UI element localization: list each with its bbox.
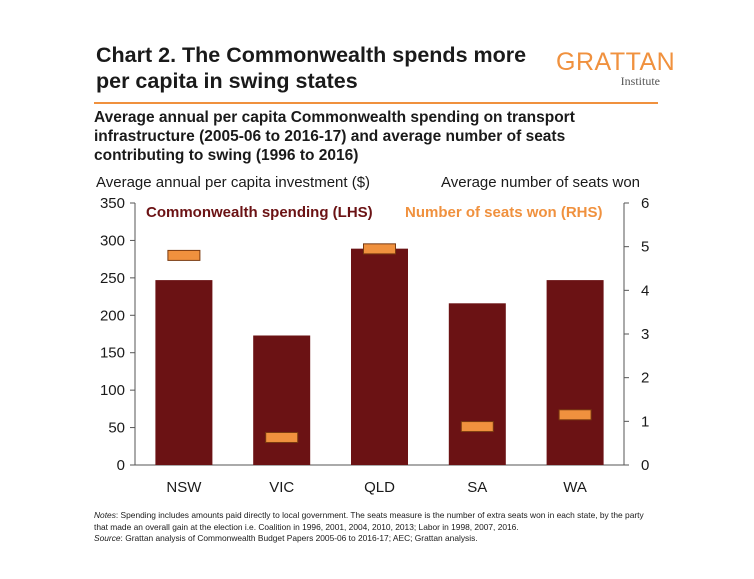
seat-marker-qld xyxy=(363,243,396,255)
right-tick-label: 3 xyxy=(641,326,649,343)
left-axis-title: Average annual per capita investment ($) xyxy=(96,174,371,191)
bar-nsw xyxy=(155,280,213,465)
left-tick-label: 350 xyxy=(100,195,125,212)
right-tick-label: 5 xyxy=(641,239,649,256)
chart-notes: Notes: Spending includes amounts paid di… xyxy=(94,510,654,545)
chart-subtitle: Average annual per capita Commonwealth s… xyxy=(94,109,575,164)
logo-subtext: Institute xyxy=(620,74,660,88)
source-label: Source xyxy=(94,533,121,543)
right-tick-label: 6 xyxy=(641,195,649,212)
x-tick-label: QLD xyxy=(364,479,395,496)
legend-spending: Commonwealth spending (LHS) xyxy=(146,204,373,221)
x-tick-label: SA xyxy=(467,479,487,496)
legend-seats: Number of seats won (RHS) xyxy=(405,204,603,221)
left-tick-label: 0 xyxy=(117,457,125,474)
chart-title: Chart 2. The Commonwealth spends more pe… xyxy=(96,43,527,93)
x-tick-label: WA xyxy=(563,479,587,496)
logo-wordmark: GRATTAN xyxy=(556,48,676,76)
seat-marker-vic xyxy=(265,431,299,443)
grattan-logo: GRATTAN Institute xyxy=(556,48,676,88)
right-tick-label: 0 xyxy=(641,457,649,474)
bar-vic xyxy=(253,335,311,465)
notes-text: : Spending includes amounts paid directl… xyxy=(94,510,644,532)
seat-marker-sa xyxy=(460,421,494,433)
seat-marker-wa xyxy=(558,409,592,421)
left-tick-label: 300 xyxy=(100,232,125,249)
x-tick-label: NSW xyxy=(166,479,202,496)
left-tick-label: 100 xyxy=(100,382,125,399)
seat-marker-nsw xyxy=(167,249,201,261)
right-tick-label: 2 xyxy=(641,370,649,387)
title-divider xyxy=(94,102,658,104)
right-axis-title: Average number of seats won xyxy=(441,174,641,191)
x-tick-label: VIC xyxy=(269,479,294,496)
right-tick-label: 4 xyxy=(641,282,649,299)
right-tick-label: 1 xyxy=(641,413,649,430)
bar-qld xyxy=(351,248,408,465)
notes-label: Notes xyxy=(94,510,116,520)
left-tick-label: 200 xyxy=(100,307,125,324)
bar-sa xyxy=(448,303,506,465)
source-text: : Grattan analysis of Commonwealth Budge… xyxy=(120,533,478,543)
bar-wa xyxy=(546,280,604,465)
left-tick-label: 250 xyxy=(100,270,125,287)
left-tick-label: 150 xyxy=(100,345,125,362)
left-tick-label: 50 xyxy=(108,420,125,437)
